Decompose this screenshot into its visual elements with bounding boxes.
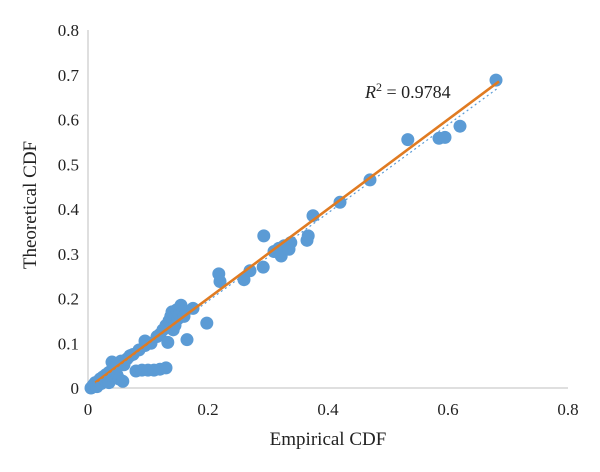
axes [87, 30, 568, 389]
y-tick-label: 0.7 [58, 66, 80, 85]
tick-labels: 0 0.2 0.4 0.6 0.8 0 0.1 0.2 0.3 0.4 0.5 0.6 0.7 0.8 [58, 21, 579, 419]
y-tick-label: 0.4 [58, 200, 80, 219]
y-tick-label: 0.5 [58, 155, 79, 174]
y-tick-label: 0.2 [58, 290, 79, 309]
y-tick-label: 0.1 [58, 334, 79, 353]
x-tick-label: 0.6 [437, 400, 458, 419]
x-tick-label: 0.4 [317, 400, 339, 419]
x-axis-title: Empirical CDF [270, 429, 387, 450]
data-point [105, 355, 119, 369]
data-point [180, 333, 194, 347]
r-squared-value: = 0.9784 [382, 82, 451, 102]
x-tick-label: 0 [84, 400, 93, 419]
y-tick-label: 0.8 [58, 21, 79, 40]
data-point [200, 316, 214, 330]
x-tick-label: 0.2 [197, 400, 218, 419]
dotted-trendline [87, 86, 500, 390]
data-point [489, 73, 503, 87]
r-squared-symbol: R [364, 82, 376, 102]
data-point [213, 274, 227, 288]
trend-lines [87, 80, 500, 390]
r-squared-superscript: 2 [376, 80, 382, 94]
y-tick-label: 0.6 [58, 111, 79, 130]
fit-line [94, 80, 500, 384]
data-point [257, 229, 271, 243]
data-point [301, 229, 315, 243]
y-tick-label: 0.3 [58, 245, 79, 264]
data-point [256, 260, 270, 274]
x-tick-label: 0.8 [557, 400, 578, 419]
data-point [159, 361, 173, 375]
data-point [116, 374, 130, 388]
data-point [453, 119, 467, 133]
data-point [438, 130, 452, 144]
y-axis-title: Theoretical CDF [20, 141, 41, 269]
data-point [161, 335, 175, 349]
r-squared-annotation: R2 = 0.9784 [364, 80, 451, 102]
y-tick-label: 0 [71, 379, 80, 398]
data-point [401, 133, 415, 147]
